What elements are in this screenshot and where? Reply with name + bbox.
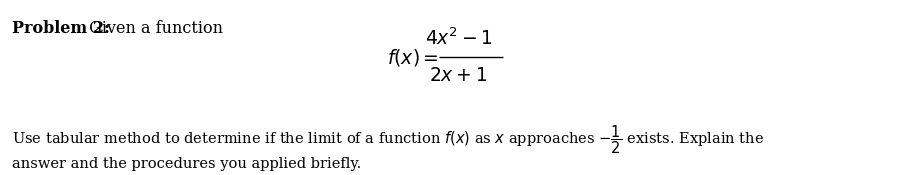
Text: $2x+1$: $2x+1$: [429, 66, 488, 85]
Text: Problem 2:: Problem 2:: [12, 20, 110, 37]
Text: Given a function: Given a function: [84, 20, 223, 37]
Text: $4x^2-1$: $4x^2-1$: [424, 28, 493, 49]
Text: Use tabular method to determine if the limit of a function $f(x)$ as $x$ approac: Use tabular method to determine if the l…: [12, 123, 764, 156]
Text: $f(x)=$: $f(x)=$: [386, 47, 438, 68]
Text: answer and the procedures you applied briefly.: answer and the procedures you applied br…: [12, 157, 361, 171]
